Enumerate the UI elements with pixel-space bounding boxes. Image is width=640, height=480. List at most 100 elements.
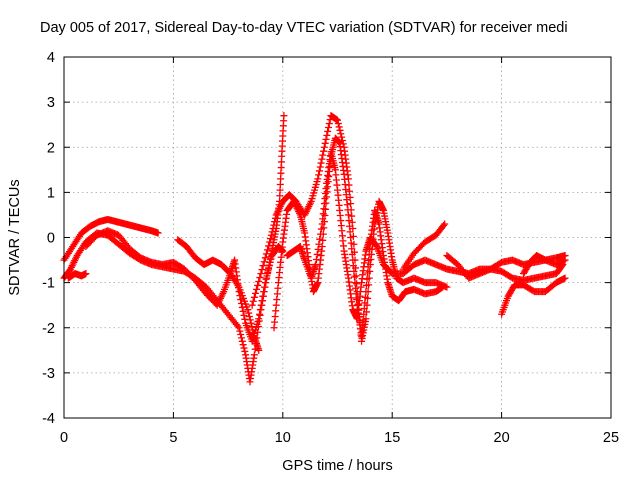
data-point (154, 229, 162, 237)
data-point (312, 261, 320, 269)
data-point (269, 224, 277, 232)
x-tick-label: 25 (603, 430, 619, 446)
data-point (321, 139, 329, 147)
data-point (352, 272, 360, 280)
data-point (248, 323, 256, 331)
data-point (348, 212, 356, 220)
series-track-k (498, 274, 569, 318)
data-point (319, 236, 327, 244)
x-axis-label: GPS time / hours (282, 458, 392, 474)
data-point (347, 200, 355, 208)
data-point (257, 301, 265, 309)
data-point (245, 312, 253, 320)
data-point (265, 242, 273, 250)
data-point (238, 337, 246, 345)
data-point (250, 329, 258, 337)
y-tick-label: -1 (42, 276, 55, 292)
data-point (439, 283, 447, 291)
series-track-d (64, 270, 90, 282)
data-point (313, 250, 321, 258)
data-point (317, 159, 325, 167)
data-point (362, 281, 370, 289)
data-point (267, 231, 275, 239)
series-track-b (60, 112, 288, 386)
data-point (320, 147, 328, 155)
data-point (237, 331, 245, 339)
data-point (271, 214, 279, 222)
data-point (240, 311, 248, 319)
data-point (262, 250, 270, 258)
data-point (334, 120, 342, 128)
data-point (353, 280, 361, 288)
data-point (324, 124, 332, 132)
data-point (257, 270, 265, 278)
grid-lines (64, 57, 611, 418)
data-point (316, 235, 324, 243)
data-point (255, 346, 263, 354)
data-point (265, 262, 273, 270)
data-point (338, 133, 346, 141)
data-point (346, 187, 354, 195)
x-tick-label: 20 (494, 430, 510, 446)
data-point (365, 257, 373, 265)
data-point (258, 297, 266, 305)
data-point (236, 327, 244, 335)
data-point (259, 262, 267, 270)
series-track-a (60, 215, 162, 264)
data-point (256, 306, 264, 314)
data-point (264, 268, 272, 276)
data-point (325, 120, 333, 128)
data-point (250, 293, 258, 301)
data-point (255, 277, 263, 285)
data-point (262, 275, 270, 283)
data-point (312, 255, 320, 263)
y-tick-label: 1 (47, 185, 55, 201)
data-point (260, 288, 268, 296)
data-point (263, 246, 271, 254)
x-tick-label: 5 (169, 430, 177, 446)
data-point (241, 347, 249, 355)
data-point (315, 167, 323, 175)
data-point (267, 255, 275, 263)
data-point (253, 285, 261, 293)
series-track-i (399, 220, 449, 273)
data-point (249, 326, 257, 334)
data-point (561, 256, 569, 264)
data-point (364, 269, 372, 277)
data-point (239, 341, 247, 349)
x-tick-label: 15 (384, 430, 400, 446)
series-track-c (82, 227, 287, 345)
data-point (256, 310, 264, 318)
data-point (244, 306, 252, 314)
y-tick-label: -4 (42, 411, 55, 427)
chart-title: Day 005 of 2017, Sidereal Day-to-day VTE… (40, 20, 568, 36)
axis-ticks (63, 56, 612, 419)
data-point (235, 324, 243, 332)
y-tick-label: 4 (47, 50, 55, 66)
data-point (240, 344, 248, 352)
data-point (315, 171, 323, 179)
data-point (322, 135, 330, 143)
data-point (561, 274, 569, 282)
data-point (266, 235, 274, 243)
x-tick-label: 10 (275, 430, 291, 446)
data-point (255, 315, 263, 323)
data-point (318, 155, 326, 163)
data-point (319, 151, 327, 159)
data-point (239, 307, 247, 315)
data-point (441, 220, 449, 228)
series-track-e (174, 236, 263, 354)
data-point (324, 127, 332, 135)
data-point (263, 272, 271, 280)
data-point (247, 319, 255, 327)
data-point (336, 126, 344, 134)
data-point (238, 334, 246, 342)
y-tick-label: 2 (47, 140, 55, 156)
data-point (337, 130, 345, 138)
data-point (254, 281, 262, 289)
data-point (316, 163, 324, 171)
data-point (265, 265, 273, 273)
y-tick-labels: -4 -3 -2 -1 0 1 2 3 4 (42, 50, 55, 427)
data-point (261, 279, 269, 287)
